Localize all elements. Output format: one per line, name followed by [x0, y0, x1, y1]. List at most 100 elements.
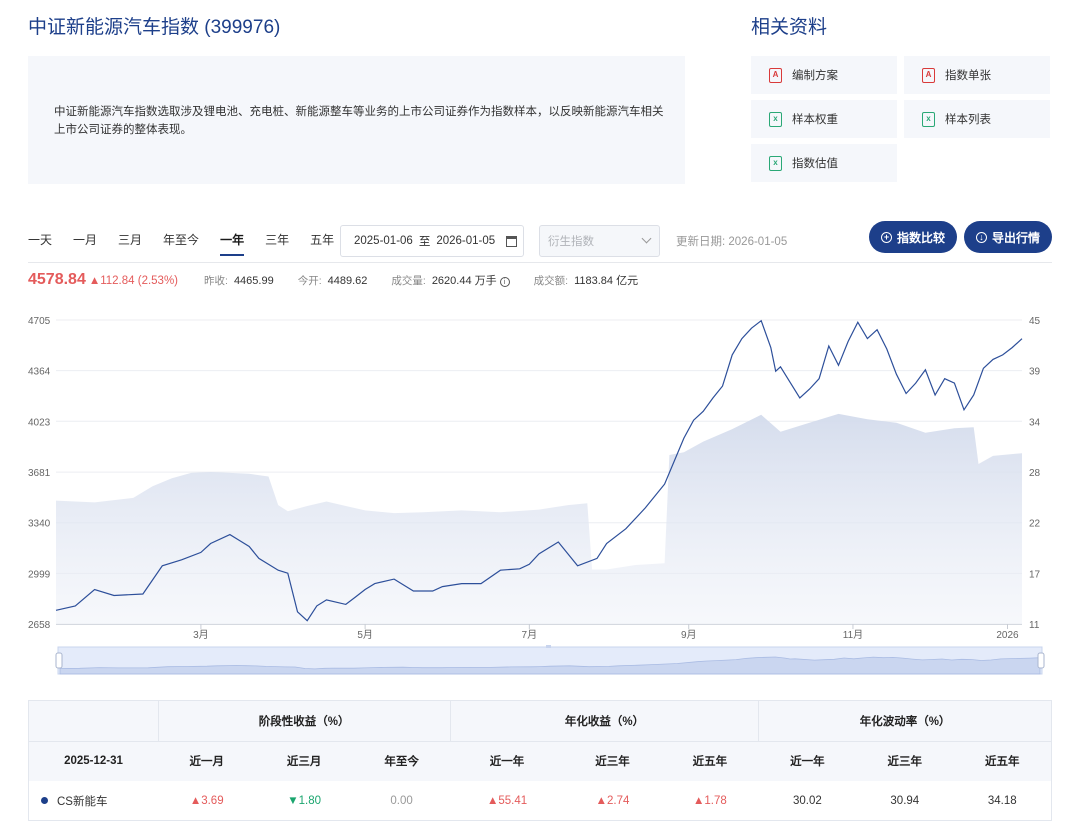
y-right-tick-label: 22 [1029, 519, 1041, 530]
col-header: 近五年 [692, 756, 728, 769]
info-icon[interactable]: i [499, 277, 510, 287]
x-tick-label: 2026 [996, 630, 1019, 641]
index-change: ▲112.84 (2.53%) [88, 275, 179, 287]
as-of-date: 2025-12-31 [64, 755, 123, 768]
row-name-cell: CS新能车 [29, 781, 158, 820]
y-left-tick-label: 3681 [28, 468, 51, 479]
related-item-label: 样本列表 [945, 114, 991, 126]
amount-label: 成交额: [533, 275, 569, 287]
export-button[interactable]: ↓ 导出行情 [964, 221, 1052, 253]
related-item-factsheet[interactable]: A 指数单张 [904, 56, 1050, 94]
description-box: 中证新能源汽车指数选取涉及锂电池、充电桩、新能源整车等业务的上市公司证券作为指数… [28, 56, 685, 184]
derived-index-select[interactable]: 衍生指数 [539, 225, 660, 257]
y-right-tick-label: 28 [1029, 468, 1041, 479]
tab-1y[interactable]: 一年 [220, 226, 245, 256]
index-chart[interactable]: 2658 11 2999 17 3340 22 3681 28 4023 34 4364 39 4705… [0, 300, 1077, 685]
cell-value: 34.18 [987, 794, 1017, 807]
volume-value: 2620.44 万手 [431, 275, 497, 287]
prev-close-label: 昨收: [204, 275, 228, 287]
x-tick-label: 5月 [357, 629, 373, 641]
cloud-download-icon: ↓ [975, 231, 987, 243]
y-right-tick-label: 39 [1029, 367, 1041, 378]
index-description: 中证新能源汽车指数选取涉及锂电池、充电桩、新能源整车等业务的上市公司证券作为指数… [54, 106, 664, 136]
row-name: CS新能车 [57, 795, 108, 808]
group-annual-volatility: 年化波动率（%） [758, 701, 1051, 742]
update-date: 更新日期: 2026-01-05 [676, 236, 788, 248]
related-item-constituents[interactable]: x 样本列表 [904, 100, 1050, 138]
calendar-icon [506, 236, 517, 247]
date-separator: 至 [418, 236, 431, 248]
date-start: 2025-01-06 [354, 235, 413, 247]
navigator-right-handle [1037, 652, 1045, 669]
derived-index-placeholder: 衍生指数 [548, 236, 594, 248]
y-left-tick-label: 4364 [28, 367, 51, 378]
date-range-picker[interactable]: 2025-01-06 至 2026-01-05 [340, 225, 524, 257]
y-left-tick-label: 3340 [28, 519, 51, 530]
col-header: 近一年 [489, 756, 525, 769]
group-annual-return: 年化收益（%） [449, 701, 759, 742]
related-item-label: 样本权重 [792, 114, 838, 126]
cell-value: ▲3.69 [189, 794, 224, 807]
cell-value: ▼1.80 [287, 794, 322, 807]
plus-circle-icon: + [880, 231, 892, 243]
table-row: CS新能车 ▲3.69 ▼1.80 0.00 ▲55.41 ▲2.74 ▲1.7… [29, 781, 1051, 820]
excel-icon: x [769, 111, 782, 127]
export-button-label: 导出行情 [991, 230, 1040, 245]
date-end: 2026-01-05 [436, 235, 496, 247]
excel-icon: x [769, 155, 782, 171]
divider [28, 262, 1052, 263]
compare-button-label: 指数比较 [896, 230, 945, 245]
performance-table: 阶段性收益（%） 年化收益（%） 年化波动率（%） 2025-12-31 近一月… [28, 700, 1052, 821]
x-tick-label: 7月 [522, 629, 538, 641]
col-header: 近三年 [595, 756, 630, 769]
quote-bar: 4578.84 ▲112.84 (2.53%) 昨收: 4465.99 今开: … [28, 271, 662, 293]
x-tick-label: 11月 [843, 629, 863, 641]
excel-icon: x [922, 111, 935, 127]
cell-value: 30.94 [890, 794, 920, 807]
cell-value: 30.02 [792, 794, 822, 807]
amount-value: 1183.84 亿元 [574, 275, 639, 287]
compare-button[interactable]: + 指数比较 [869, 221, 957, 253]
tab-3m[interactable]: 三月 [118, 233, 143, 247]
tab-1d[interactable]: 一天 [28, 233, 53, 247]
y-left-tick-label: 2658 [28, 620, 51, 631]
related-item-valuation[interactable]: x 指数估值 [751, 144, 897, 182]
open-label: 今开: [297, 275, 322, 287]
related-item-weights[interactable]: x 样本权重 [751, 100, 897, 138]
open-value: 4489.62 [327, 275, 368, 287]
page-title: 中证新能源汽车指数 (399976) [28, 17, 281, 38]
line-series [55, 319, 1023, 622]
x-tick-label: 3月 [193, 629, 209, 641]
y-left-tick-label: 4705 [28, 316, 51, 327]
col-header: 近三年 [887, 756, 923, 769]
index-price: 4578.84 [28, 271, 86, 288]
y-right-tick-label: 45 [1029, 316, 1041, 327]
area-series [56, 413, 1022, 624]
col-header: 近一月 [189, 756, 224, 769]
cell-value: ▲1.78 [693, 794, 727, 807]
navigator-left-handle [55, 652, 63, 669]
related-item-methodology[interactable]: A 编制方案 [751, 56, 897, 94]
navigator-grip [546, 645, 551, 648]
y-right-tick-label: 11 [1029, 620, 1040, 631]
cell-value: 0.00 [390, 794, 413, 807]
col-header: 近五年 [985, 756, 1020, 769]
tab-1m[interactable]: 一月 [73, 233, 98, 247]
tab-5y[interactable]: 五年 [310, 233, 335, 247]
group-period-return: 阶段性收益（%） [157, 701, 451, 742]
chevron-down-icon [641, 233, 652, 244]
tab-3y[interactable]: 三年 [265, 233, 290, 247]
related-item-label: 指数估值 [792, 158, 838, 170]
col-header: 近三月 [286, 756, 322, 769]
tab-ytd[interactable]: 年至今 [163, 233, 200, 247]
y-right-tick-label: 34 [1029, 417, 1041, 428]
related-title: 相关资料 [751, 17, 828, 38]
volume-label: 成交量: [391, 275, 426, 287]
related-item-label: 指数单张 [945, 70, 991, 82]
y-left-tick-label: 4023 [28, 417, 51, 428]
navigator-series [59, 656, 1041, 675]
cell-value: ▲2.74 [595, 794, 630, 807]
y-left-tick-label: 2999 [28, 569, 51, 580]
pdf-icon: A [769, 67, 782, 83]
period-tabs: 一天 一月 三月 年至今 一年 三年 五年 [28, 226, 355, 256]
